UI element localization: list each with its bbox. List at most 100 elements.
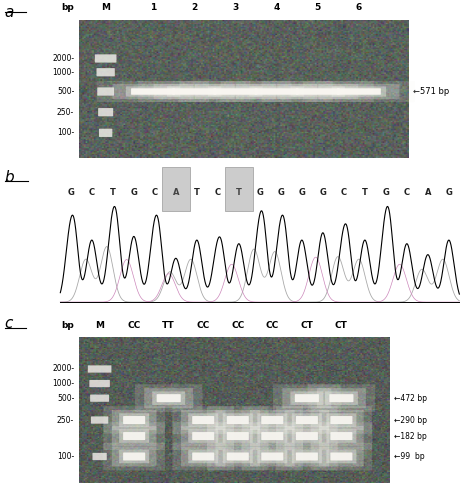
Text: G: G [382, 188, 388, 197]
FancyBboxPatch shape [162, 167, 189, 211]
FancyBboxPatch shape [220, 81, 332, 102]
Text: TT: TT [162, 321, 175, 330]
FancyBboxPatch shape [330, 432, 352, 440]
FancyBboxPatch shape [103, 422, 164, 450]
Text: 2000-: 2000- [52, 365, 74, 373]
FancyBboxPatch shape [98, 108, 113, 116]
FancyBboxPatch shape [295, 432, 317, 440]
FancyBboxPatch shape [330, 452, 352, 461]
FancyBboxPatch shape [215, 447, 259, 467]
FancyBboxPatch shape [172, 422, 233, 450]
FancyBboxPatch shape [172, 88, 216, 95]
FancyBboxPatch shape [226, 416, 248, 424]
Text: T: T [361, 188, 367, 197]
FancyBboxPatch shape [290, 391, 323, 405]
FancyBboxPatch shape [172, 443, 233, 470]
FancyBboxPatch shape [331, 86, 385, 97]
FancyBboxPatch shape [112, 426, 156, 446]
FancyBboxPatch shape [135, 385, 202, 412]
Text: 500-: 500- [57, 394, 74, 403]
Text: 1000-: 1000- [52, 68, 74, 77]
FancyBboxPatch shape [181, 426, 225, 446]
Text: ←290 bp: ←290 bp [394, 415, 426, 425]
Text: T: T [235, 188, 241, 197]
Text: G: G [319, 188, 325, 197]
FancyBboxPatch shape [295, 88, 339, 95]
FancyBboxPatch shape [284, 410, 328, 430]
FancyBboxPatch shape [94, 54, 116, 62]
FancyBboxPatch shape [319, 447, 363, 467]
FancyBboxPatch shape [257, 450, 287, 463]
FancyBboxPatch shape [307, 385, 375, 412]
FancyBboxPatch shape [181, 410, 225, 430]
FancyBboxPatch shape [144, 388, 193, 408]
FancyBboxPatch shape [192, 432, 214, 440]
Text: C: C [403, 188, 409, 197]
FancyBboxPatch shape [188, 450, 218, 463]
FancyBboxPatch shape [261, 81, 373, 102]
FancyBboxPatch shape [206, 443, 268, 470]
FancyBboxPatch shape [257, 429, 287, 443]
FancyBboxPatch shape [325, 429, 356, 443]
FancyBboxPatch shape [226, 432, 248, 440]
FancyBboxPatch shape [112, 84, 193, 99]
FancyBboxPatch shape [152, 391, 185, 405]
FancyBboxPatch shape [330, 416, 352, 424]
Text: 250-: 250- [57, 415, 74, 425]
Text: 100-: 100- [57, 128, 74, 137]
FancyBboxPatch shape [319, 410, 363, 430]
Text: 4: 4 [273, 2, 279, 12]
FancyBboxPatch shape [310, 443, 371, 470]
FancyBboxPatch shape [103, 406, 164, 434]
Text: M: M [95, 321, 104, 330]
FancyBboxPatch shape [194, 84, 275, 99]
Text: ←99  bp: ←99 bp [394, 452, 424, 461]
FancyBboxPatch shape [318, 84, 399, 99]
FancyBboxPatch shape [179, 81, 291, 102]
FancyBboxPatch shape [119, 413, 149, 427]
FancyBboxPatch shape [188, 413, 218, 427]
FancyBboxPatch shape [325, 413, 356, 427]
FancyBboxPatch shape [222, 429, 252, 443]
FancyBboxPatch shape [167, 86, 221, 97]
Text: ←571 bp: ←571 bp [412, 87, 448, 96]
Text: C: C [340, 188, 346, 197]
FancyBboxPatch shape [316, 388, 365, 408]
FancyBboxPatch shape [222, 450, 252, 463]
FancyBboxPatch shape [284, 426, 328, 446]
Text: A: A [424, 188, 430, 197]
FancyBboxPatch shape [295, 452, 317, 461]
Text: G: G [67, 188, 74, 197]
FancyBboxPatch shape [275, 443, 337, 470]
FancyBboxPatch shape [206, 406, 268, 434]
FancyBboxPatch shape [302, 81, 414, 102]
FancyBboxPatch shape [213, 88, 257, 95]
FancyBboxPatch shape [241, 443, 302, 470]
FancyBboxPatch shape [224, 167, 252, 211]
FancyBboxPatch shape [119, 429, 149, 443]
Text: c: c [5, 316, 13, 331]
FancyBboxPatch shape [276, 84, 357, 99]
Text: CC: CC [127, 321, 140, 330]
FancyBboxPatch shape [99, 129, 112, 137]
Text: CC: CC [196, 321, 209, 330]
Text: A: A [172, 188, 179, 197]
FancyBboxPatch shape [241, 422, 302, 450]
FancyBboxPatch shape [282, 388, 331, 408]
Text: M: M [101, 2, 110, 12]
Text: G: G [277, 188, 284, 197]
FancyBboxPatch shape [294, 394, 318, 402]
Text: 5: 5 [314, 2, 320, 12]
FancyBboxPatch shape [215, 426, 259, 446]
FancyBboxPatch shape [97, 87, 114, 96]
FancyBboxPatch shape [254, 88, 298, 95]
FancyBboxPatch shape [324, 391, 357, 405]
FancyBboxPatch shape [89, 380, 110, 387]
FancyBboxPatch shape [290, 86, 344, 97]
FancyBboxPatch shape [125, 86, 180, 97]
FancyBboxPatch shape [206, 422, 268, 450]
FancyBboxPatch shape [97, 81, 209, 102]
FancyBboxPatch shape [208, 86, 262, 97]
FancyBboxPatch shape [275, 422, 337, 450]
Text: 100-: 100- [57, 452, 74, 461]
